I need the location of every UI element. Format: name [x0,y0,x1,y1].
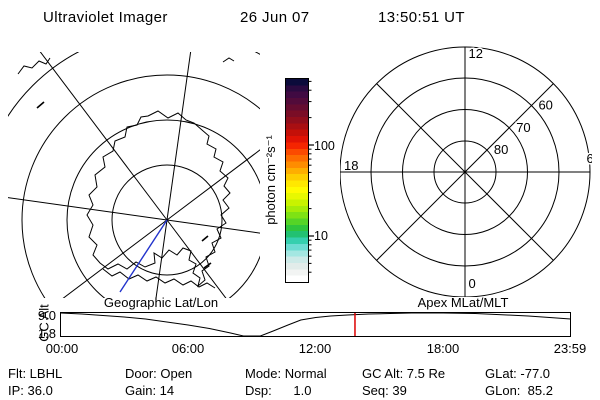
geographic-grid-lines [8,52,260,298]
apex-plot-label: Apex MLat/MLT [417,295,509,310]
mlat-ring-label-80: 80 [494,142,508,157]
mlt-label-6: 6 [587,151,593,166]
colorbar-tick-marks [308,80,314,273]
gc-alt-timeline-plot [60,312,571,337]
title-date: 26 Jun 07 [240,9,310,26]
south-america-tip-coast [17,57,51,75]
apex-polar-grid: 12 0 18 6 80 70 60 [340,45,592,297]
colorbar-tick-100: 100 [314,139,335,153]
status-glon: GLon: 85.2 [485,383,553,398]
status-mode: Mode: Normal [245,366,327,381]
status-gc-alt: GC Alt: 7.5 Re [362,366,446,381]
status-flt: Flt: LBHL [8,366,63,381]
ytick-9: 9.0 [37,308,56,323]
colorbar [285,78,309,283]
colorbar-axis-label: photon cm⁻²s⁻¹ [263,135,278,225]
xtick-1200: 12:00 [298,341,332,356]
xtick-1800: 18:00 [426,341,460,356]
mlt-label-12: 12 [469,46,483,61]
xtick-0000: 00:00 [45,341,79,356]
mlt-label-0: 0 [469,276,476,291]
colorbar-tick-10: 10 [314,229,328,243]
map-grid-label-marks [36,101,212,269]
island-coast-fragment [222,57,235,63]
ytick-1-8: 1.8 [37,326,56,341]
status-ip: IP: 36.0 [8,383,53,398]
status-glat: GLat: -77.0 [485,366,551,381]
mlt-label-18: 18 [344,158,358,173]
xtick-2359: 23:59 [553,341,587,356]
geographic-plot-label: Geographic Lat/Lon [103,295,219,310]
status-dsp: Dsp: 1.0 [245,383,312,398]
title-time: 13:50:51 UT [378,9,465,26]
status-gain: Gain: 14 [125,383,175,398]
geographic-polar-map [8,52,260,298]
status-door: Door: Open [125,366,193,381]
status-seq: Seq: 39 [362,383,407,398]
app-title: Ultraviolet Imager [43,9,168,26]
xtick-0600: 06:00 [171,341,205,356]
mlat-ring-label-60: 60 [538,98,552,113]
antarctica-coastline [86,110,231,288]
orbit-track-line [119,219,168,293]
mlat-ring-label-70: 70 [516,120,530,135]
ice-shelf-coast [102,268,216,289]
